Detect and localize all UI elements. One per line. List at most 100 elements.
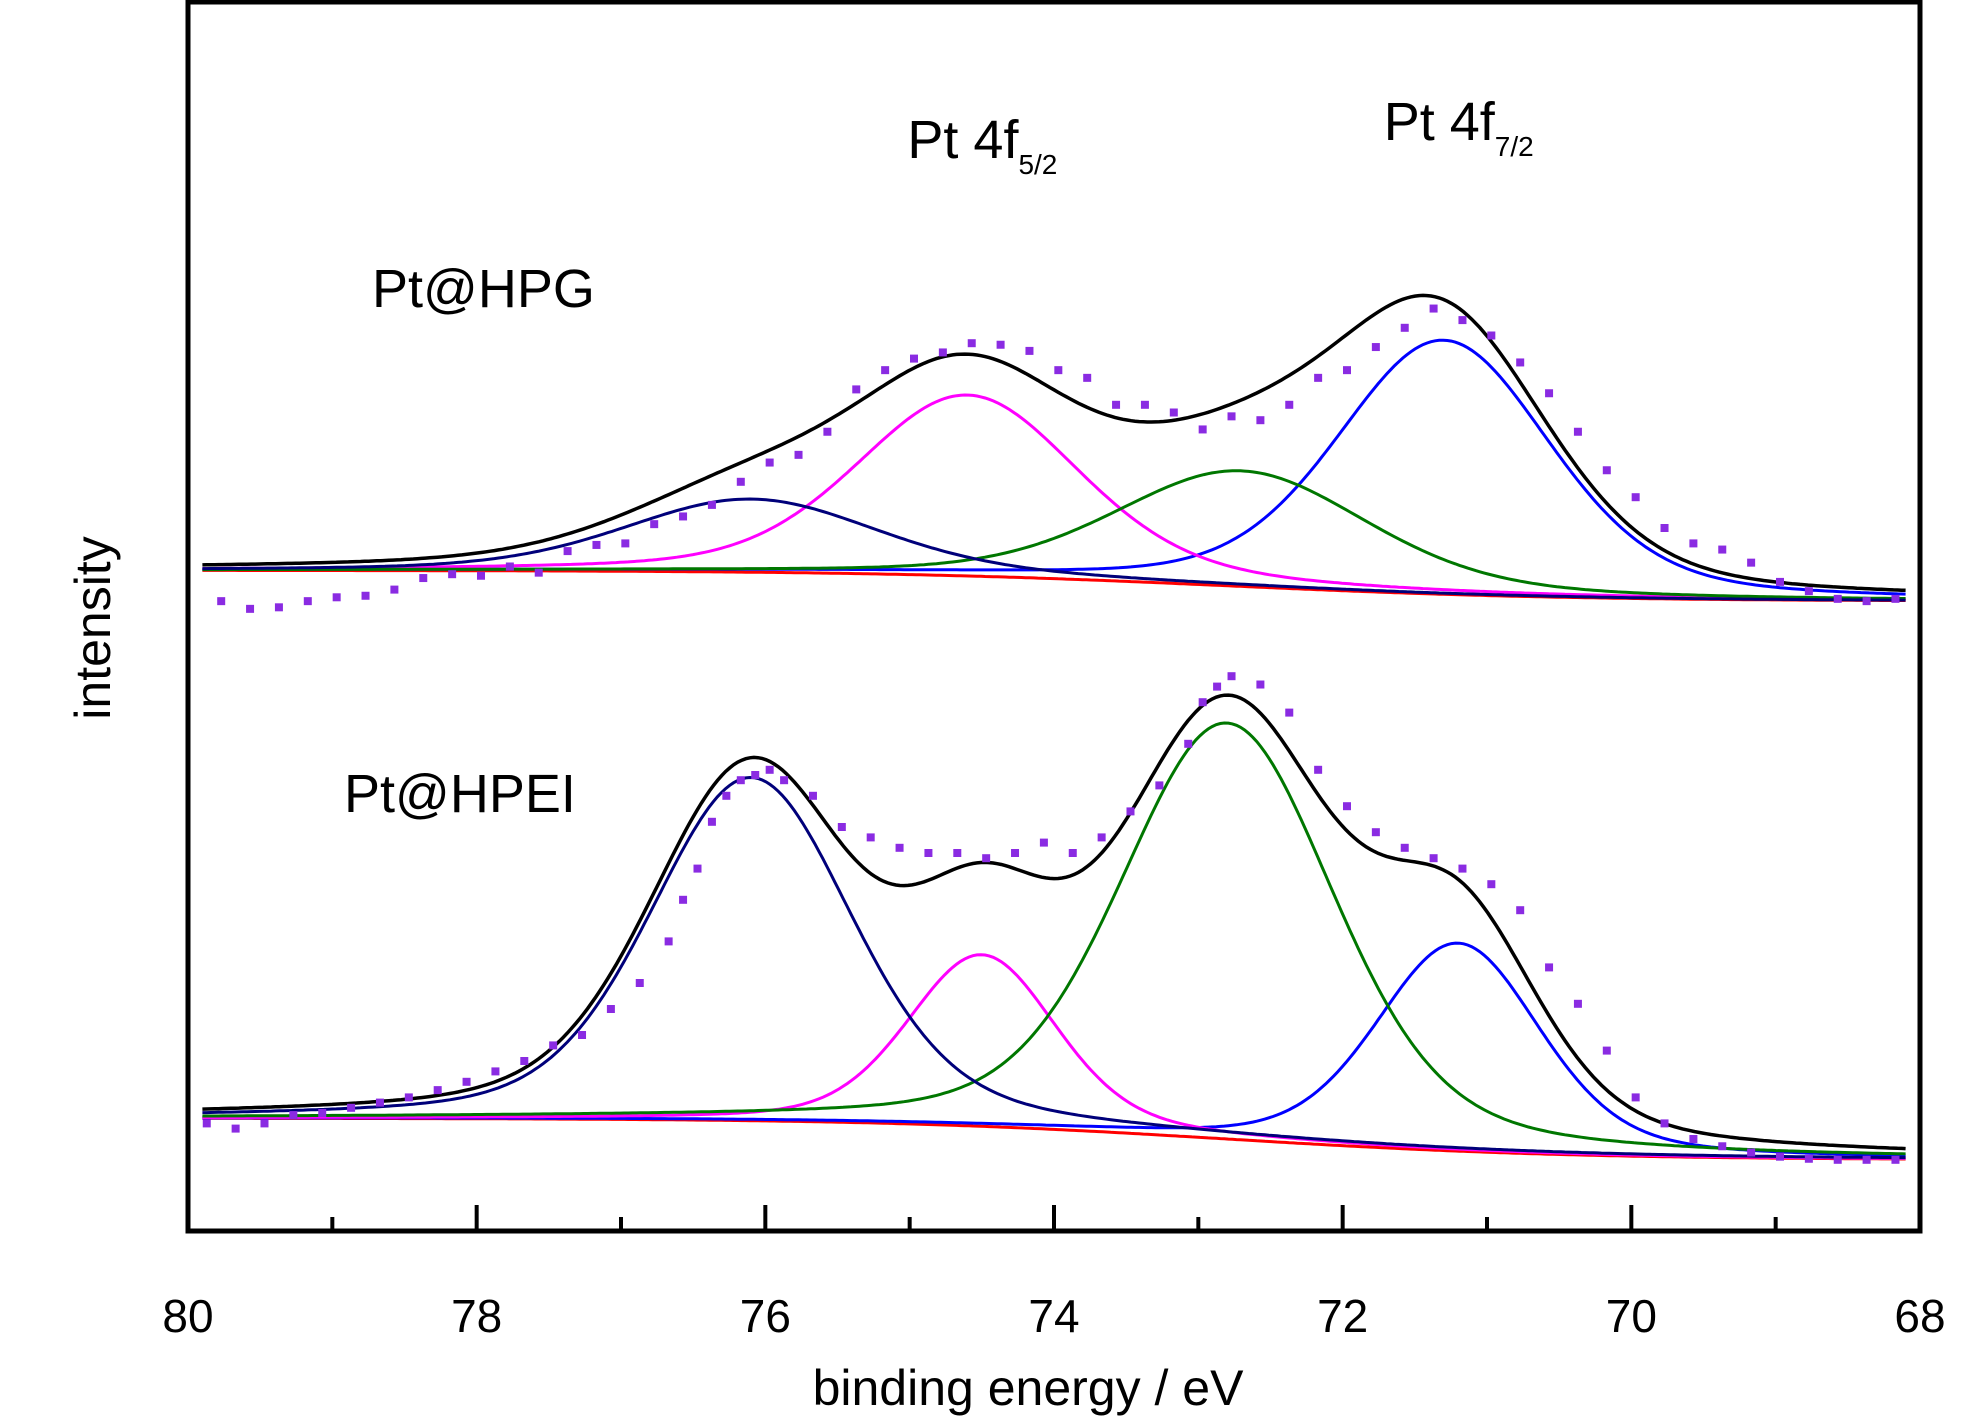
- data-point: [938, 348, 947, 357]
- data-point: [866, 833, 875, 842]
- data-point: [404, 1093, 413, 1102]
- data-point: [1140, 400, 1149, 409]
- data-point: [765, 765, 774, 774]
- data-point: [1025, 346, 1034, 355]
- data-point: [693, 864, 702, 873]
- data-point: [1631, 1093, 1640, 1102]
- data-point: [1198, 698, 1207, 707]
- data-point: [780, 776, 789, 785]
- data-point: [852, 385, 861, 394]
- data-point: [1097, 833, 1106, 842]
- data-point: [1545, 963, 1554, 972]
- peak-label: Pt 4f5/2: [907, 110, 1057, 180]
- x-tick-label: 74: [1028, 1290, 1079, 1342]
- data-point: [505, 562, 514, 571]
- data-point: [794, 450, 803, 459]
- data-point: [1429, 854, 1438, 863]
- data-point: [1718, 545, 1727, 554]
- x-tick-label: 72: [1317, 1290, 1368, 1342]
- plot-frame: [185, 0, 1923, 1234]
- data-point: [1718, 1142, 1727, 1151]
- data-point: [621, 539, 630, 548]
- data-point: [1545, 389, 1554, 398]
- data-point: [1689, 539, 1698, 548]
- data-point: [1516, 906, 1525, 915]
- data-point: [592, 540, 601, 549]
- data-point: [390, 585, 399, 594]
- data-point: [1371, 828, 1380, 837]
- data-point: [1213, 682, 1222, 691]
- series-component-pt2_f52-1: [202, 775, 1906, 1160]
- data-point: [881, 366, 890, 375]
- data-point: [895, 843, 904, 852]
- data-point: [1775, 1152, 1784, 1161]
- data-point: [1602, 466, 1611, 475]
- data-point: [808, 791, 817, 800]
- data-point: [837, 823, 846, 831]
- data-point: [1458, 864, 1467, 873]
- series-component-pt2_f72-1: [202, 721, 1906, 1156]
- data-point: [462, 1077, 471, 1086]
- data-point: [1155, 781, 1164, 790]
- peak-label-subscript: 5/2: [1018, 149, 1057, 180]
- x-axis-ticks: [186, 1205, 1922, 1231]
- data-point: [650, 520, 659, 529]
- data-point: [1342, 366, 1351, 375]
- data-point: [953, 849, 962, 857]
- data-point: [1285, 708, 1294, 717]
- data-point: [1400, 843, 1409, 852]
- data-point: [1068, 849, 1077, 857]
- x-axis-title: binding energy / eV: [813, 1360, 1245, 1416]
- data-point: [202, 1119, 211, 1128]
- x-tick-label: 70: [1606, 1290, 1657, 1342]
- data-point: [823, 427, 832, 436]
- data-point: [967, 339, 976, 348]
- data-point: [707, 500, 716, 509]
- data-point: [1400, 323, 1409, 332]
- data-point: [1833, 1155, 1842, 1164]
- data-point: [1054, 366, 1063, 375]
- peak-annotations: Pt 4f5/2 Pt 4f7/2: [907, 92, 1533, 180]
- peak-label-subscript: 7/2: [1495, 131, 1534, 162]
- data-point: [1169, 408, 1178, 417]
- x-tick-label: 78: [451, 1290, 502, 1342]
- data-point: [909, 354, 918, 363]
- data-point: [1487, 880, 1496, 889]
- data-point: [303, 597, 312, 606]
- data-point: [982, 854, 991, 863]
- data-point: [1660, 524, 1669, 532]
- data-point: [924, 849, 933, 857]
- data-point: [1833, 594, 1842, 603]
- data-point: [1342, 802, 1351, 811]
- data-point: [419, 574, 428, 583]
- data-point: [736, 477, 745, 486]
- series-component-pt2_f52-0: [202, 497, 1906, 602]
- data-point: [260, 1119, 269, 1128]
- data-point: [1314, 765, 1323, 774]
- data-point: [217, 597, 226, 606]
- data-point: [707, 817, 716, 826]
- data-point: [1011, 849, 1020, 857]
- data-point: [1747, 558, 1756, 567]
- data-point: [606, 1005, 615, 1013]
- data-point: [1083, 373, 1092, 382]
- data-point: [751, 771, 760, 779]
- data-point: [1039, 838, 1048, 847]
- data-point: [1660, 1119, 1669, 1128]
- data-point: [1891, 1155, 1900, 1164]
- data-point: [1747, 1148, 1756, 1157]
- data-point: [664, 937, 673, 946]
- data-point: [765, 458, 774, 467]
- data-point: [1458, 316, 1467, 325]
- data-point: [1227, 672, 1236, 681]
- data-point: [1631, 493, 1640, 502]
- data-point: [1487, 331, 1496, 340]
- data-point: [1689, 1135, 1698, 1143]
- x-tick-label: 80: [162, 1290, 213, 1342]
- data-point: [996, 340, 1005, 349]
- data-point: [549, 1041, 558, 1050]
- data-point: [1126, 807, 1135, 816]
- data-point: [375, 1098, 384, 1107]
- data-point: [1285, 400, 1294, 409]
